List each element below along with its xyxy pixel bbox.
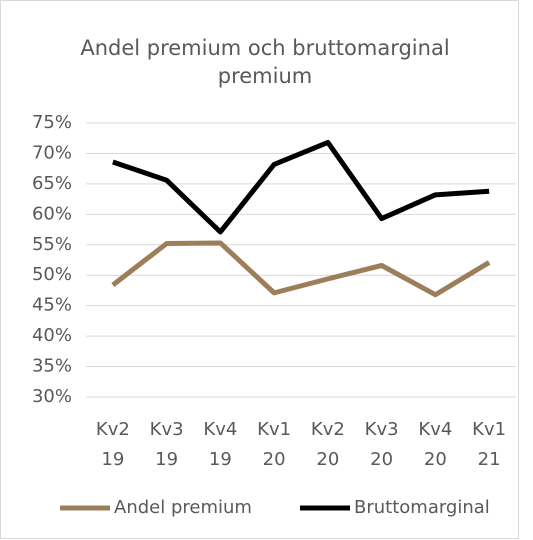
series-line: [112, 139, 490, 235]
y-tick-label: 40%: [32, 325, 72, 346]
y-tick-label: 55%: [32, 234, 72, 255]
y-tick-label: 45%: [32, 295, 72, 316]
x-tick-label: Kv1 20: [257, 419, 291, 470]
series-line: [111, 240, 491, 298]
y-tick-label: 65%: [32, 173, 72, 194]
y-tick-label: 75%: [32, 112, 72, 133]
y-tick-label: 50%: [32, 264, 72, 285]
x-tick-label: Kv2 19: [96, 419, 130, 470]
chart-title: Andel premium och bruttomarginal premium: [80, 36, 450, 88]
chart-border: [0, 0, 519, 539]
legend-label: Andel premium: [114, 497, 252, 518]
legend-label: Bruttomarginal: [354, 497, 490, 518]
x-tick-label: Kv4 20: [418, 419, 452, 470]
x-tick-label: Kv2 20: [311, 419, 345, 470]
y-tick-label: 70%: [32, 142, 72, 163]
y-tick-label: 35%: [32, 356, 72, 377]
x-tick-label: Kv4 19: [203, 419, 237, 470]
y-tick-label: 30%: [32, 386, 72, 407]
x-tick-label: Kv1 21: [472, 419, 506, 470]
x-tick-label: Kv3 19: [150, 419, 184, 470]
y-tick-label: 60%: [32, 203, 72, 224]
x-tick-label: Kv3 20: [365, 419, 399, 470]
